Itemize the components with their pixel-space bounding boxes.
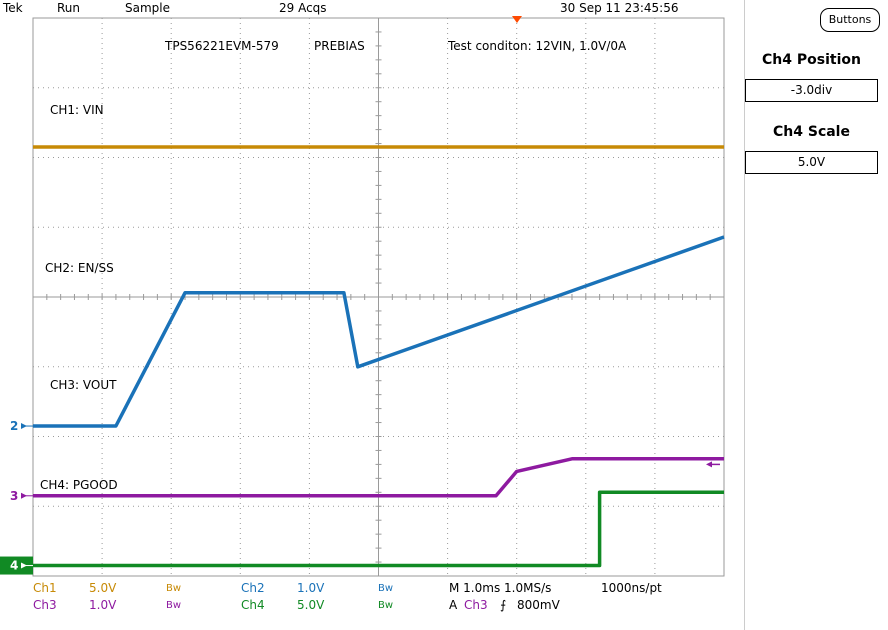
ch4-bw: Bw [378, 600, 394, 611]
ch2-scale: 1.0V [297, 581, 325, 595]
trigger-slope-icon: ⨍ [500, 598, 507, 612]
acquisition-mode: Sample [125, 1, 170, 15]
ch3-scale: 1.0V [89, 598, 117, 612]
trace-labels: CH1: VIN CH2: EN/SS CH3: VOUT CH4: PGOOD [40, 103, 118, 492]
ground-marker-label: 2 [10, 419, 18, 433]
trace-label-ch2: CH2: EN/SS [45, 261, 114, 275]
ch4-scale-title: Ch4 Scale [773, 124, 850, 140]
trace-label-ch4: CH4: PGOOD [40, 478, 118, 492]
ch3-name: Ch3 [33, 598, 57, 612]
panel-divider [744, 0, 745, 630]
ground-marker-label: 4 [10, 559, 18, 573]
ch4-position-value[interactable]: -3.0div [745, 79, 878, 102]
ch3-bw: Bw [166, 600, 182, 611]
annotation-test-condition: Test conditon: 12VIN, 1.0V/0A [447, 39, 627, 53]
ground-marker-bg [0, 556, 33, 575]
traces [33, 145, 725, 568]
trace-ch4 [33, 490, 724, 568]
trace-label-ch1: CH1: VIN [50, 103, 104, 117]
ch4-name: Ch4 [241, 598, 265, 612]
ground-marker-label: 3 [10, 489, 18, 503]
trigger-level-arrow [706, 461, 712, 468]
record-length: 1000ns/pt [601, 581, 662, 595]
trigger-channel: Ch3 [464, 598, 488, 612]
trace-ch2 [33, 235, 725, 428]
trigger-prefix: A [449, 598, 458, 612]
annotation-prebias: PREBIAS [314, 39, 365, 53]
trigger-position-marker [512, 16, 522, 23]
buttons-button[interactable]: Buttons [820, 8, 880, 32]
trigger-level: 800mV [517, 598, 560, 612]
timebase: M 1.0ms 1.0MS/s [449, 581, 552, 595]
run-status: Run [57, 1, 81, 15]
ch1-bw: Bw [166, 583, 182, 594]
ch1-name: Ch1 [33, 581, 57, 595]
ch1-scale: 5.0V [89, 581, 117, 595]
ch2-name: Ch2 [241, 581, 265, 595]
ground-markers: 2 3 4 [0, 419, 720, 575]
datetime: 30 Sep 11 23:45:56 [560, 1, 679, 15]
acquisition-count: 29 Acqs [279, 1, 327, 15]
ch2-bw: Bw [378, 583, 394, 594]
ch4-position-title: Ch4 Position [762, 52, 861, 68]
trace-label-ch3: CH3: VOUT [50, 378, 117, 392]
brand-label: Tek [3, 1, 23, 15]
trace-ch3 [33, 457, 724, 498]
ch4-scale-value[interactable]: 5.0V [745, 151, 878, 174]
annotation-board: TPS56221EVM-579 [164, 39, 279, 53]
ch4-scale: 5.0V [297, 598, 325, 612]
